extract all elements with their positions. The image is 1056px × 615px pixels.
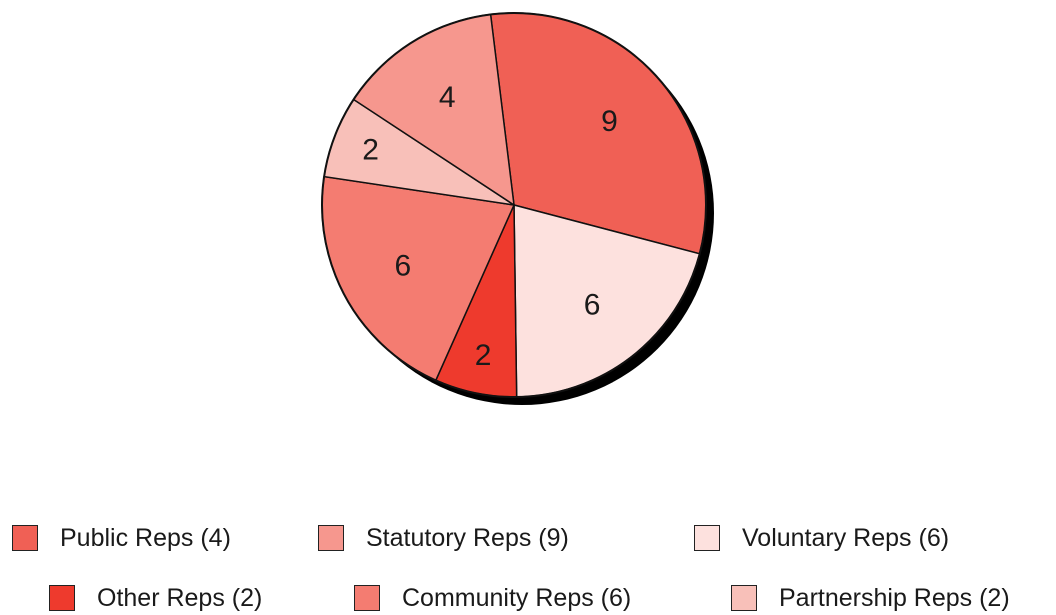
pie-label-other-reps: 2: [475, 339, 492, 372]
legend-swatch-public-reps: [12, 525, 38, 551]
legend-item-partnership-reps: Partnership Reps (2): [731, 581, 1010, 615]
legend-label-partnership-reps: Partnership Reps (2): [779, 583, 1010, 612]
pie-outline: [321, 12, 707, 398]
legend-item-community-reps: Community Reps (6): [354, 581, 631, 615]
pie-label-community-reps: 6: [395, 249, 412, 282]
legend-swatch-community-reps: [354, 585, 380, 611]
legend-label-statutory-reps: Statutory Reps (9): [366, 523, 569, 552]
legend-item-other-reps: Other Reps (2): [49, 581, 262, 615]
legend-label-voluntary-reps: Voluntary Reps (6): [742, 523, 950, 552]
pie-slices: [321, 12, 707, 398]
pie-label-partnership-reps: 2: [362, 134, 379, 167]
legend-item-statutory-reps: Statutory Reps (9): [318, 521, 569, 555]
pie-labels: 9 6 2 6 2 4: [362, 81, 618, 372]
pie-label-statutory-reps: 9: [601, 105, 618, 138]
legend-item-public-reps: Public Reps (4): [12, 521, 231, 555]
legend-swatch-voluntary-reps: [694, 525, 720, 551]
legend-item-voluntary-reps: Voluntary Reps (6): [694, 521, 949, 555]
legend-label-public-reps: Public Reps (4): [60, 523, 231, 552]
legend-label-community-reps: Community Reps (6): [402, 583, 632, 612]
legend-swatch-partnership-reps: [731, 585, 757, 611]
legend-swatch-other-reps: [49, 585, 75, 611]
legend-swatch-statutory-reps: [318, 525, 344, 551]
legend-label-other-reps: Other Reps (2): [97, 583, 263, 612]
pie-label-public-reps: 4: [439, 81, 456, 114]
pie-label-voluntary-reps: 6: [584, 288, 601, 321]
pie-chart: 9 6 2 6 2 4: [321, 12, 714, 405]
